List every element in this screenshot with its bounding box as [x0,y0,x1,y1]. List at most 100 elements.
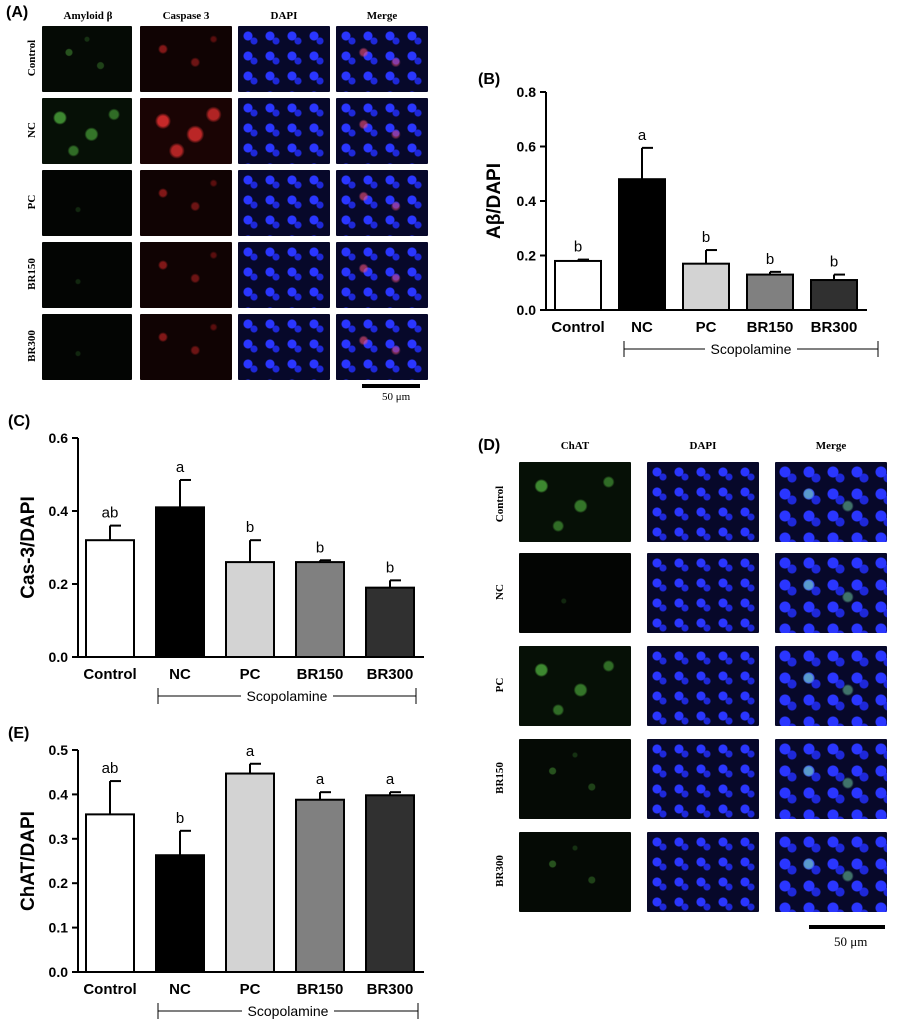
chart-b-y-tick-label: 0.6 [517,139,537,155]
chart-c-significance-letter: a [176,459,185,476]
panel-a-row-label-nc: NC [26,122,38,138]
micrograph-merge-nc [336,98,428,164]
chart-b-bar-br150 [746,273,794,312]
micrograph-dapi-d-br300 [647,832,759,912]
micrograph-chat-pc [519,646,631,726]
panel-d-label: (D) [478,437,501,454]
chart-b-category-label: PC [696,319,717,336]
panel-a-label: (A) [6,4,29,21]
chart-c-bar-pc [225,561,275,658]
micrograph-amyloid-control [42,26,132,92]
chart-e-y-tick-label: 0.0 [49,964,69,980]
micrograph-chat-br300 [519,832,631,912]
chart-c-bar-control [85,539,135,659]
micrograph-merge-pc [336,170,428,236]
micrograph-dapi-d-br150 [647,739,759,819]
chart-b-significance-letter: b [574,239,582,256]
chart-c-category-label: BR150 [297,666,344,683]
chart-b-group-label-bg [705,340,797,358]
chart-e-bar-pc [225,772,275,973]
micrograph-amyloid-br150 [42,242,132,308]
chart-e-category-label: NC [169,981,191,998]
micrograph-merge-d-br150 [775,739,887,819]
chart-e-category-label: Control [83,981,136,998]
micrograph-dapi-br150 [238,242,330,308]
chart-c-category-label: PC [240,666,261,683]
chart-e-significance-letter: ab [102,760,119,777]
chart-b-category-label: BR300 [811,319,858,336]
chart-e-bar-br300 [365,794,415,974]
chart-e-bar-control [85,813,135,973]
chart-b-significance-letter: b [830,254,838,271]
micrograph-caspase-br150 [140,242,232,308]
micrograph-dapi-d-nc [647,553,759,633]
chart-b-significance-letter: b [766,251,774,268]
chart-b-bar-pc [682,262,730,311]
panel-a-col-header-dapi: DAPI [270,10,298,22]
panel-d-col-header-chat: ChAT [560,440,590,452]
panel-a-row-label-control: Control [26,39,38,77]
panel-a-row-label-pc: PC [26,194,38,210]
chart-e-category-label: BR300 [367,981,414,998]
chart-c-category-label: BR300 [367,666,414,683]
panel-d-row-label-br150: BR150 [494,762,506,794]
chart-b-y-tick-label: 0.2 [517,248,537,264]
micrograph-chat-control [519,462,631,542]
chart-c-category-label: NC [169,666,191,683]
panel-d-col-header-dapi: DAPI [689,440,717,452]
micrograph-dapi-d-control [647,462,759,542]
chart-c-y-tick-label: 0.2 [49,576,69,592]
micrograph-caspase-nc [140,98,232,164]
micrograph-dapi-control [238,26,330,92]
chart-e-y-tick-label: 0.1 [49,920,69,936]
chart-b-bar-control [554,259,602,312]
chart-c-y-tick-label: 0.0 [49,649,69,665]
micrograph-caspase-control [140,26,232,92]
chart-e-category-label: PC [240,981,261,998]
micrograph-merge-d-nc [775,553,887,633]
micrograph-dapi-pc [238,170,330,236]
chart-b-significance-letter: b [702,229,710,246]
chart-c-significance-letter: ab [102,505,119,522]
chart-e-y-tick-label: 0.3 [49,831,69,847]
chart-c-category-label: Control [83,666,136,683]
chart-b-y-axis-label: Aβ/DAPI [484,163,505,239]
chart-b-bar-nc [618,178,666,311]
chart-e-bar-br150 [295,798,345,974]
panel-a-scale-bar [362,384,420,388]
micrograph-merge-br300 [336,314,428,380]
chart-e-group-label-bg [242,1002,334,1020]
panel-e-label: (E) [8,725,29,742]
panel-d-row-label-br300: BR300 [494,855,506,887]
panel-a-row-label-br150: BR150 [26,258,38,290]
panel-d-row-label-pc: PC [494,677,506,693]
micrograph-dapi-d-pc [647,646,759,726]
chart-c-y-tick-label: 0.4 [49,503,69,519]
chart-e-significance-letter: a [386,771,395,788]
panel-a-row-label-br300: BR300 [26,330,38,362]
chart-b-y-tick-label: 0.4 [517,193,537,209]
chart-b-category-label: BR150 [747,319,794,336]
micrograph-merge-control [336,26,428,92]
chart-b-bar-br300 [810,279,858,311]
chart-e-y-axis-label: ChAT/DAPI [18,811,39,911]
panel-a-col-header-amyloid: Amyloid β [63,10,113,22]
chart-b-y-tick-label: 0.0 [517,302,537,318]
panel-d-scale-text: 50 μm [834,934,868,949]
chart-c-bar-br150 [295,561,345,658]
chart-c-y-axis-label: Cas-3/DAPI [18,496,39,598]
micrograph-dapi-br300 [238,314,330,380]
chart-c-y-tick-label: 0.6 [49,430,69,446]
chart-e-y-tick-label: 0.5 [49,742,69,758]
panel-b-label: (B) [478,71,500,88]
chart-c-significance-letter: b [246,519,254,536]
micrograph-caspase-pc [140,170,232,236]
panel-a-col-header-caspase: Caspase 3 [162,10,210,22]
micrograph-merge-d-br300 [775,832,887,912]
chart-b-category-label: Control [551,319,604,336]
chart-e-y-tick-label: 0.4 [49,786,69,802]
micrograph-amyloid-br300 [42,314,132,380]
chart-b-category-label: NC [631,319,653,336]
chart-e-y-tick-label: 0.2 [49,875,69,891]
